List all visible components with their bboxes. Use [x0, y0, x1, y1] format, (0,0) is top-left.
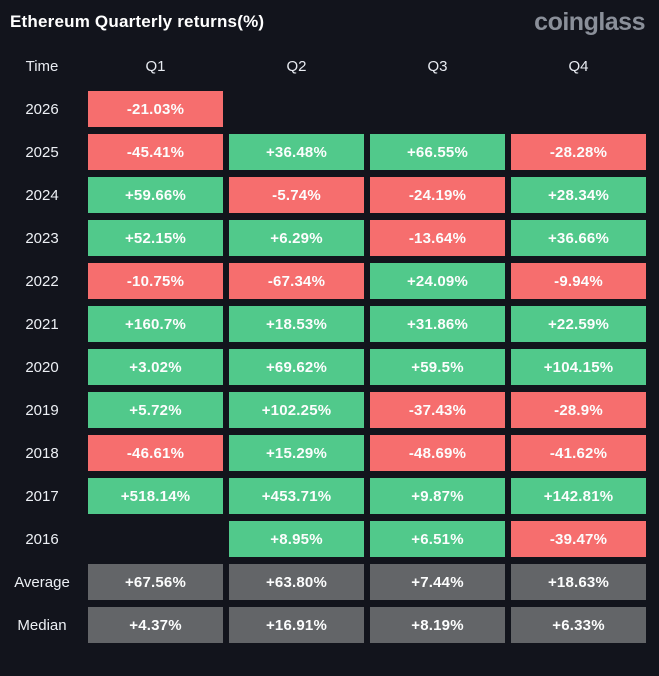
return-cell-2016-q2: +8.95%	[229, 521, 364, 557]
return-cell-2021-q3: +31.86%	[370, 306, 505, 342]
row-label-median: Median	[17, 616, 67, 634]
return-cell-2025-q2: +36.48%	[229, 134, 364, 170]
return-cell-2022-q2: -67.34%	[229, 263, 364, 299]
return-cell-2020-q1: +3.02%	[88, 349, 223, 385]
return-cell-2025-q1: -45.41%	[88, 134, 223, 170]
row-label-2025: 2025	[25, 143, 59, 161]
return-cell-2023-q4: +36.66%	[511, 220, 646, 256]
return-cell-2017-q1: +518.14%	[88, 478, 223, 514]
return-cell-2023-q3: -13.64%	[370, 220, 505, 256]
return-cell-2021-q2: +18.53%	[229, 306, 364, 342]
empty-cell-2026-q3	[370, 91, 505, 127]
return-cell-2016-q4: -39.47%	[511, 521, 646, 557]
row-label-2024: 2024	[25, 186, 59, 204]
return-cell-2018-q2: +15.29%	[229, 435, 364, 471]
row-label-2017: 2017	[25, 487, 59, 505]
row-label-2020: 2020	[25, 358, 59, 376]
return-cell-2021-q1: +160.7%	[88, 306, 223, 342]
return-cell-2020-q4: +104.15%	[511, 349, 646, 385]
return-cell-2022-q3: +24.09%	[370, 263, 505, 299]
row-label-2023: 2023	[25, 229, 59, 247]
return-cell-2018-q1: -46.61%	[88, 435, 223, 471]
return-cell-2019-q4: -28.9%	[511, 392, 646, 428]
column-header-q3: Q3	[427, 57, 448, 75]
return-cell-median-q2: +16.91%	[229, 607, 364, 643]
return-cell-2020-q2: +69.62%	[229, 349, 364, 385]
return-cell-2017-q3: +9.87%	[370, 478, 505, 514]
empty-cell-2016-q1	[88, 521, 223, 557]
return-cell-2019-q2: +102.25%	[229, 392, 364, 428]
return-cell-2022-q1: -10.75%	[88, 263, 223, 299]
return-cell-average-q3: +7.44%	[370, 564, 505, 600]
row-label-2018: 2018	[25, 444, 59, 462]
row-label-2022: 2022	[25, 272, 59, 290]
row-label-average: Average	[14, 573, 70, 591]
column-header-q1: Q1	[145, 57, 166, 75]
return-cell-2023-q1: +52.15%	[88, 220, 223, 256]
return-cell-median-q4: +6.33%	[511, 607, 646, 643]
row-label-2019: 2019	[25, 401, 59, 419]
return-cell-2020-q3: +59.5%	[370, 349, 505, 385]
return-cell-average-q4: +18.63%	[511, 564, 646, 600]
empty-cell-2026-q2	[229, 91, 364, 127]
topbar: Ethereum Quarterly returns(%) coinglass	[0, 0, 659, 38]
return-cell-average-q2: +63.80%	[229, 564, 364, 600]
returns-grid: Time Q1 Q2 Q3 Q4 2026 -21.03% 2025 -45.41% +…	[0, 38, 659, 643]
return-cell-median-q1: +4.37%	[88, 607, 223, 643]
column-header-time: Time	[25, 57, 59, 75]
empty-cell-2026-q4	[511, 91, 646, 127]
return-cell-2024-q2: -5.74%	[229, 177, 364, 213]
return-cell-2017-q4: +142.81%	[511, 478, 646, 514]
return-cell-2016-q3: +6.51%	[370, 521, 505, 557]
return-cell-2024-q1: +59.66%	[88, 177, 223, 213]
return-cell-median-q3: +8.19%	[370, 607, 505, 643]
return-cell-2025-q3: +66.55%	[370, 134, 505, 170]
page-title: Ethereum Quarterly returns(%)	[10, 12, 265, 31]
column-header-q2: Q2	[286, 57, 307, 75]
coinglass-logo: coinglass	[534, 7, 645, 36]
return-cell-2018-q3: -48.69%	[370, 435, 505, 471]
row-label-2021: 2021	[25, 315, 59, 333]
return-cell-2017-q2: +453.71%	[229, 478, 364, 514]
return-cell-2024-q4: +28.34%	[511, 177, 646, 213]
return-cell-2021-q4: +22.59%	[511, 306, 646, 342]
return-cell-2025-q4: -28.28%	[511, 134, 646, 170]
return-cell-2022-q4: -9.94%	[511, 263, 646, 299]
return-cell-average-q1: +67.56%	[88, 564, 223, 600]
return-cell-2026-q1: -21.03%	[88, 91, 223, 127]
column-header-q4: Q4	[568, 57, 589, 75]
return-cell-2023-q2: +6.29%	[229, 220, 364, 256]
return-cell-2019-q1: +5.72%	[88, 392, 223, 428]
return-cell-2018-q4: -41.62%	[511, 435, 646, 471]
row-label-2016: 2016	[25, 530, 59, 548]
return-cell-2024-q3: -24.19%	[370, 177, 505, 213]
row-label-2026: 2026	[25, 100, 59, 118]
return-cell-2019-q3: -37.43%	[370, 392, 505, 428]
